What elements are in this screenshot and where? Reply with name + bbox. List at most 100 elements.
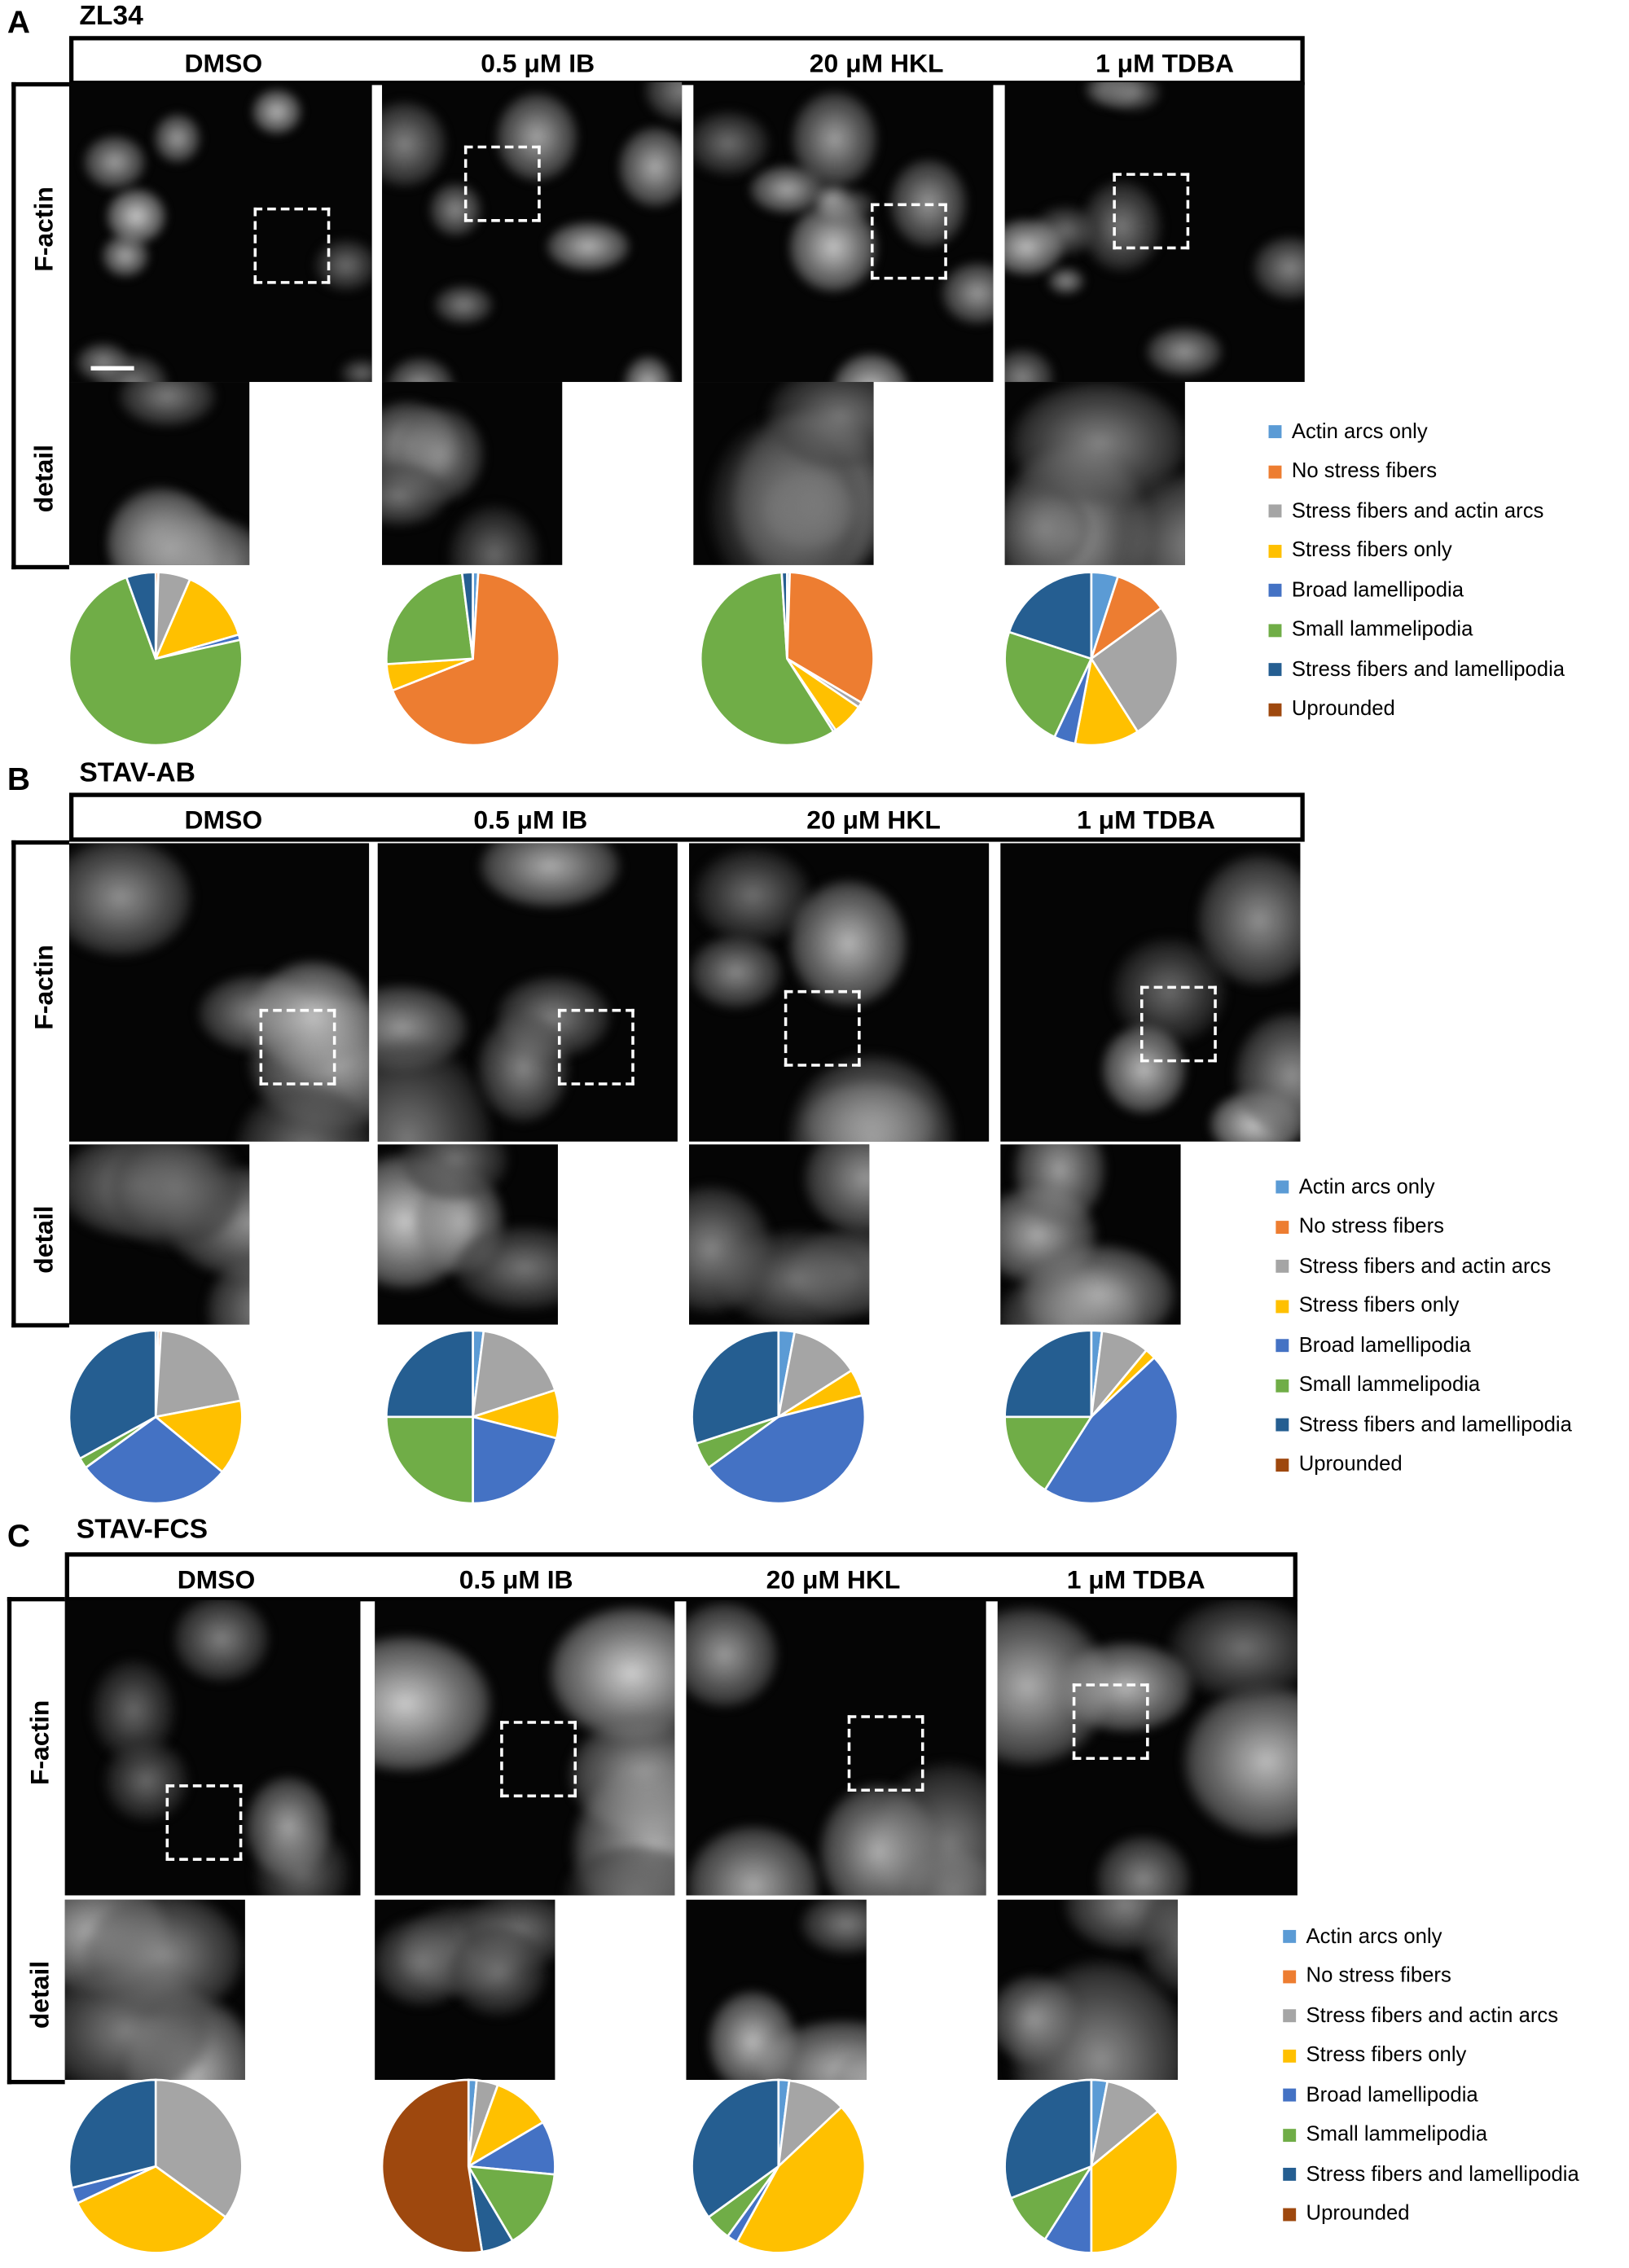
legend-label: Actin arcs only — [1306, 1925, 1442, 1949]
pie-slice-stress-fibers-and-actin-arcs — [154, 2078, 244, 2219]
legend-swatch — [1283, 2168, 1297, 2182]
treatment-label: DMSO — [184, 805, 263, 835]
legend-item: Uprounded — [1268, 690, 1565, 730]
pie-slice-small-lammelipodia — [466, 2165, 556, 2243]
cell-blob — [888, 156, 968, 249]
cell-blob — [1007, 382, 1185, 507]
cell-blob — [1101, 81, 1161, 112]
legend-label: Stress fibers only — [1306, 2044, 1467, 2068]
legend-swatch — [1283, 2009, 1297, 2023]
cell-blob — [621, 355, 674, 383]
cell-line-label: STAV-AB — [79, 757, 195, 789]
legend-swatch — [1276, 1220, 1289, 1234]
treatment-label: 20 μM HKL — [809, 49, 944, 78]
f-actin-image — [1004, 81, 1305, 383]
legend-item: Stress fibers only — [1283, 2036, 1579, 2076]
detail-region-box — [254, 207, 332, 284]
cell-blob — [686, 1599, 781, 1709]
cell-line-label: STAV-FCS — [76, 1515, 209, 1546]
cell-blob — [446, 1924, 550, 2018]
pie-chart — [699, 571, 875, 747]
detail-region-box — [463, 145, 541, 222]
pie-slice-broad-lamellipodia — [1043, 1356, 1179, 1505]
detail-image — [1000, 1144, 1181, 1325]
pie-slice-stress-fibers-and-actin-arcs — [154, 1329, 243, 1419]
pie-slice-stress-fibers-and-actin-arcs — [1089, 2080, 1160, 2169]
treatment-label: 1 μM TDBA — [1077, 805, 1216, 835]
legend: Actin arcs only No stress fibers Stress fi… — [1283, 1917, 1579, 2234]
cell-blob — [447, 502, 542, 565]
row-label-detail: detail — [24, 1960, 55, 2029]
cell-blob — [1180, 1682, 1297, 1840]
legend: Actin arcs only No stress fibers Stress fi… — [1268, 412, 1565, 730]
legend-swatch — [1268, 544, 1282, 558]
detail-image — [68, 382, 250, 565]
detail-region-box — [557, 1009, 634, 1086]
legend-label: Stress fibers only — [1298, 1294, 1460, 1318]
detail-image — [64, 1899, 245, 2080]
legend-label: Small lammelipodia — [1298, 1374, 1481, 1397]
cell-blob — [1093, 1833, 1192, 1896]
cell-blob — [788, 1052, 957, 1142]
legend-item: Actin arcs only — [1268, 412, 1565, 452]
pie-chart — [691, 1329, 867, 1505]
detail-region-box — [784, 989, 860, 1066]
pie-slice-stress-fibers-only — [153, 577, 240, 660]
pie-slice-stress-fibers-only — [735, 2105, 867, 2254]
legend-swatch — [1276, 1339, 1289, 1353]
cell-blob — [1056, 1640, 1196, 1734]
legend-item: No stress fibers — [1276, 1207, 1572, 1247]
pie-chart — [385, 1329, 561, 1505]
cell-blob — [1144, 326, 1223, 379]
pie-slice-stress-fibers-and-actin-arcs — [1090, 606, 1179, 734]
pie-slice-stress-fibers-and-actin-arcs — [776, 2079, 844, 2169]
legend-label: Broad lamellipodia — [1298, 1334, 1471, 1358]
pie-slice-stress-fibers-and-lamellipodia — [460, 571, 474, 660]
legend-item: Small lammelipodia — [1283, 2115, 1579, 2155]
treatment-header: DMSO 0.5 μM IB 20 μM HKL 1 μM TDBA — [68, 792, 1305, 842]
f-actin-image — [375, 1599, 675, 1896]
cell-blob — [790, 89, 879, 190]
legend-label: Stress fibers and lamellipodia — [1298, 1413, 1572, 1437]
cell-blob — [1194, 851, 1301, 989]
pie-chart — [380, 2078, 556, 2254]
cell-blob — [385, 355, 456, 383]
legend-swatch — [1268, 425, 1282, 439]
pie-slice-no-stress-fibers — [786, 571, 875, 704]
pie-slice-small-lammelipodia — [385, 572, 475, 665]
pie-slice-stress-fibers-only — [1074, 656, 1139, 747]
row-label-detail: detail — [29, 444, 59, 512]
cell-blob — [250, 87, 304, 135]
f-actin-image — [64, 1599, 361, 1896]
cell-blob — [428, 182, 483, 238]
legend-label: Stress fibers and actin arcs — [1298, 1255, 1552, 1279]
cell-blob — [102, 1737, 191, 1823]
treatment-label: DMSO — [177, 1565, 256, 1595]
cell-blob — [689, 933, 785, 1011]
legend-swatch — [1276, 1458, 1289, 1472]
pie-slice-no-stress-fibers — [391, 571, 561, 747]
treatment-label: 1 μM TDBA — [1096, 49, 1235, 78]
treatment-label: 0.5 μM IB — [473, 805, 588, 835]
legend-label: Broad lamellipodia — [1306, 2083, 1478, 2108]
cell-blob — [106, 186, 168, 245]
pie-slice-small-lammelipodia — [1003, 1415, 1094, 1492]
cell-blob — [68, 843, 195, 959]
cell-blob — [1250, 235, 1305, 302]
detail-region-box — [1072, 1683, 1149, 1760]
legend-swatch — [1268, 504, 1282, 518]
cell-blob — [432, 284, 494, 327]
legend-swatch — [1283, 1930, 1297, 1944]
row-label-box: F-actin detail — [11, 81, 69, 570]
pie-chart — [68, 1329, 244, 1505]
treatment-label: 0.5 μM IB — [481, 49, 595, 78]
pie-slice-stress-fibers-and-lamellipodia — [691, 2078, 780, 2219]
row-label-f-actin: F-actin — [29, 186, 59, 272]
row-label-f-actin: F-actin — [24, 1699, 55, 1785]
legend-item: Stress fibers only — [1268, 531, 1565, 571]
legend-label: No stress fibers — [1298, 1215, 1444, 1239]
treatment-header: DMSO 0.5 μM IB 20 μM HKL 1 μM TDBA — [68, 36, 1305, 86]
pie-slice-stress-fibers-only — [76, 2165, 227, 2254]
pie-chart — [691, 2078, 867, 2254]
